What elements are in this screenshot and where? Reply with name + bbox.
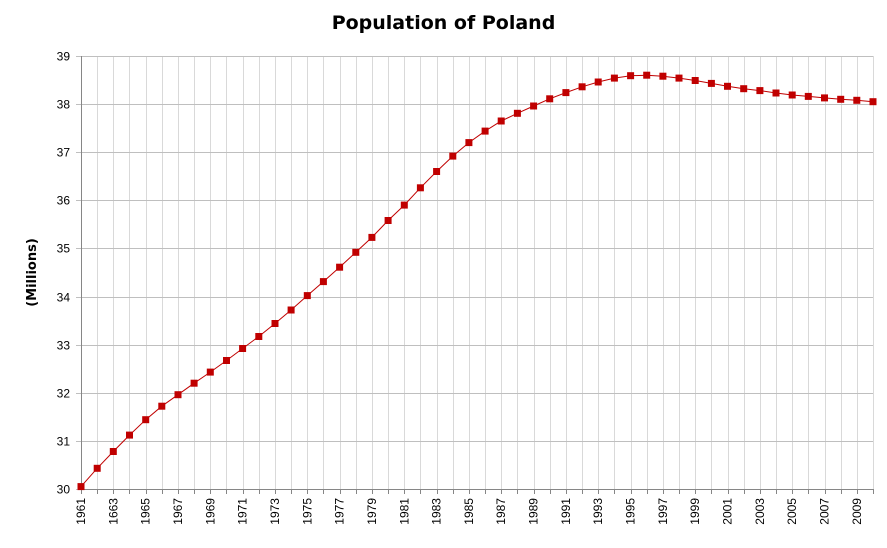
data-point-marker	[756, 87, 764, 95]
x-tick-label: 1987	[494, 498, 508, 525]
y-tick-label: 35	[57, 242, 71, 256]
y-tick-label: 32	[57, 387, 71, 401]
data-point-marker	[465, 139, 473, 147]
data-point-marker	[109, 448, 117, 455]
data-point-marker	[449, 152, 457, 160]
x-tick-label: 1979	[365, 498, 379, 525]
data-point-marker	[659, 72, 667, 80]
x-tick-label: 1961	[74, 498, 88, 525]
data-point-marker	[416, 184, 424, 192]
data-point-marker	[368, 233, 376, 241]
x-tick-label: 1973	[268, 498, 282, 525]
x-tick-label: 1999	[688, 498, 702, 525]
data-point-marker	[287, 306, 295, 314]
x-tick-label: 1977	[333, 498, 347, 525]
data-point-marker	[77, 483, 85, 491]
data-point-marker	[352, 248, 360, 256]
x-tick-label: 1993	[591, 498, 605, 525]
data-point-marker	[643, 71, 651, 79]
x-tick-label: 1997	[656, 498, 670, 525]
x-tick-label: 1967	[171, 498, 185, 525]
data-point-marker	[497, 117, 505, 125]
data-point-marker	[319, 278, 327, 286]
data-point-marker	[530, 102, 538, 110]
data-point-marker	[578, 83, 586, 91]
data-point-marker	[158, 402, 166, 410]
x-tick-label: 1969	[203, 498, 217, 525]
data-point-marker	[788, 91, 796, 99]
y-tick-label: 33	[57, 339, 71, 353]
axis-layer	[81, 56, 874, 494]
y-tick-label: 34	[57, 291, 71, 305]
y-axis-label: (Millions)	[25, 238, 40, 307]
data-point-marker	[126, 431, 133, 439]
data-point-marker	[837, 95, 845, 103]
data-point-marker	[433, 168, 441, 175]
data-point-marker	[481, 127, 489, 135]
x-tick-labels: 1961 1663 1965 1967 1969 1971 1973 1975 1977 1979…	[74, 498, 864, 525]
x-tick-label: 2005	[785, 498, 799, 525]
data-point-marker	[724, 82, 731, 90]
data-point-marker	[400, 201, 408, 209]
data-point-marker	[142, 416, 150, 424]
data-point-marker	[691, 77, 699, 84]
x-tick-label: 1983	[430, 498, 444, 525]
x-tick-label: 1971	[236, 498, 250, 525]
data-point-marker	[562, 89, 570, 97]
y-tick-label: 39	[57, 50, 71, 64]
grid-layer	[76, 56, 874, 490]
x-tick-label: 2009	[850, 498, 864, 525]
y-tick-label: 36	[57, 194, 71, 208]
x-tick-label: 1965	[139, 498, 153, 525]
data-point-marker	[869, 98, 877, 106]
x-tick-label: 1985	[462, 498, 476, 525]
x-tick-label: 2001	[721, 498, 735, 525]
data-point-marker	[740, 85, 748, 93]
data-point-marker	[594, 78, 602, 86]
data-point-marker	[239, 345, 247, 352]
chart-title: Population of Poland	[331, 12, 556, 34]
data-point-marker	[93, 464, 101, 472]
data-point-marker	[190, 379, 198, 387]
x-tick-label: 1991	[559, 498, 573, 525]
data-point-marker	[336, 263, 344, 271]
data-point-marker	[610, 74, 618, 82]
x-tick-label: 1989	[527, 498, 541, 525]
x-tick-label: 1975	[300, 498, 314, 525]
data-point-marker	[271, 320, 279, 327]
y-tick-label: 38	[57, 98, 71, 112]
y-tick-labels: 30 31 32 33 34 35 36 37 38 39	[57, 50, 71, 497]
data-point-marker	[707, 79, 715, 87]
data-point-marker	[303, 292, 311, 300]
y-tick-label: 30	[57, 483, 71, 497]
x-tick-label: 1995	[624, 498, 638, 525]
x-tick-label: 1981	[397, 498, 411, 525]
x-tick-label: 2007	[818, 498, 832, 525]
y-tick-label: 31	[57, 435, 71, 449]
data-point-marker	[627, 72, 635, 80]
x-tick-label: 1663	[106, 498, 120, 525]
y-tick-label: 37	[57, 146, 71, 160]
data-point-marker	[821, 94, 828, 102]
data-point-marker	[223, 357, 230, 364]
data-point-marker	[675, 74, 683, 82]
series-layer	[77, 71, 877, 491]
data-point-marker	[384, 217, 392, 224]
data-point-marker	[255, 333, 263, 340]
x-tick-label: 2003	[753, 498, 767, 525]
data-point-marker	[772, 89, 780, 97]
data-point-marker	[174, 391, 182, 399]
data-point-marker	[206, 368, 214, 376]
data-point-marker	[513, 109, 521, 117]
data-point-marker	[853, 96, 861, 104]
data-point-marker	[546, 95, 554, 103]
data-point-marker	[804, 92, 812, 100]
population-series-line	[80, 74, 874, 487]
